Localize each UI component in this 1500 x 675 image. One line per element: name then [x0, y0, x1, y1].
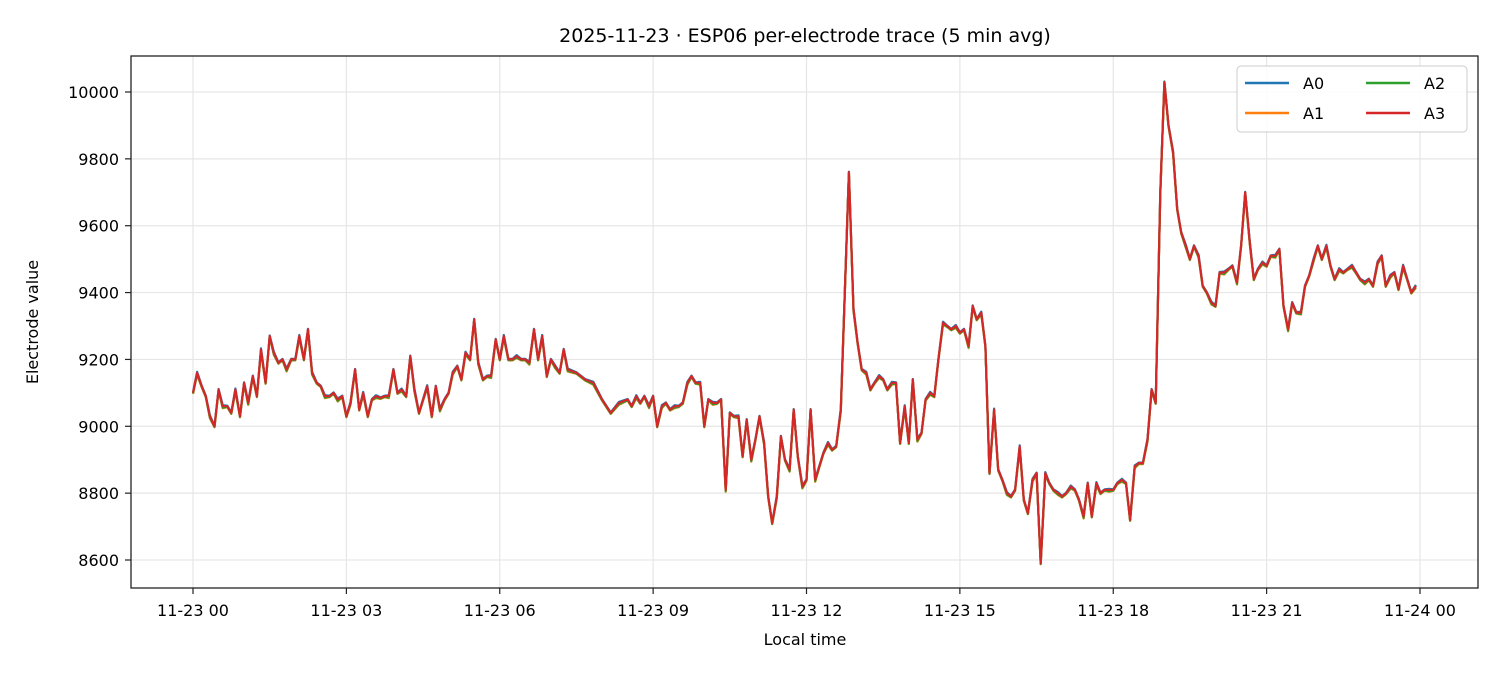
y-tick-label: 9000 — [78, 417, 119, 436]
y-tick-label: 9600 — [78, 217, 119, 236]
y-axis: 8600 8800 9000 9200 9400 9600 9800 10000 — [68, 83, 131, 570]
legend-label-a1: A1 — [1303, 104, 1324, 123]
y-axis-label: Electrode value — [23, 260, 42, 384]
y-tick-label: 8800 — [78, 484, 119, 503]
series-line-a2 — [191, 81, 1417, 566]
x-tick-label: 11-23 06 — [464, 601, 536, 620]
legend-label-a2: A2 — [1424, 74, 1445, 93]
chart-title: 2025-11-23 · ESP06 per-electrode trace (… — [559, 25, 1051, 47]
series-line-a0 — [191, 80, 1417, 564]
x-tick-label: 11-23 00 — [157, 601, 229, 620]
y-tick-label: 9400 — [78, 284, 119, 303]
grid-lines — [131, 56, 1478, 588]
y-tick-label: 8600 — [78, 551, 119, 570]
x-axis: 11-23 00 11-23 03 11-23 06 11-23 09 11-23 12… — [157, 588, 1456, 620]
y-tick-label: 9200 — [78, 350, 119, 369]
y-tick-label: 10000 — [68, 83, 119, 102]
series-line-a1 — [191, 81, 1417, 566]
x-tick-label: 11-23 12 — [771, 601, 843, 620]
legend-label-a0: A0 — [1303, 74, 1324, 93]
y-tick-label: 9800 — [78, 150, 119, 169]
plot-frame — [130, 55, 1479, 589]
x-tick-label: 11-23 18 — [1077, 601, 1149, 620]
x-axis-label: Local time — [764, 630, 847, 649]
series-line-a3 — [191, 80, 1417, 565]
series-layer — [191, 80, 1417, 566]
x-tick-label: 11-23 15 — [924, 601, 996, 620]
x-tick-label: 11-23 03 — [310, 601, 382, 620]
x-tick-label: 11-23 21 — [1231, 601, 1303, 620]
legend: A0 A1 A2 A3 — [1236, 65, 1468, 133]
legend-label-a3: A3 — [1424, 104, 1445, 123]
x-tick-label: 11-24 00 — [1384, 601, 1456, 620]
x-tick-label: 11-23 09 — [617, 601, 689, 620]
